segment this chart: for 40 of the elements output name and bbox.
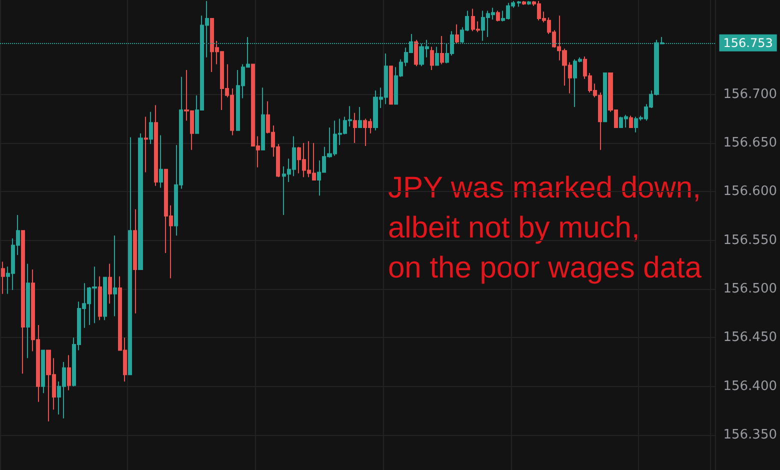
candlestick (108, 263, 112, 304)
candlestick (41, 350, 45, 394)
candlestick (435, 46, 439, 66)
candlestick (430, 46, 434, 71)
candlestick (353, 112, 357, 144)
ref-line-label: 156.753 (723, 36, 773, 50)
y-tick-label: 156.350 (723, 427, 778, 442)
candlestick (103, 276, 107, 321)
candlestick (1, 261, 5, 294)
candlestick (133, 208, 137, 314)
candlestick (138, 132, 143, 270)
candlestick (113, 234, 117, 317)
y-tick-label: 156.650 (723, 136, 778, 151)
candlestick (496, 10, 500, 22)
candlestick (603, 72, 607, 122)
candlestick (67, 354, 71, 391)
candlestick (128, 136, 132, 376)
y-tick-label: 156.500 (723, 282, 778, 297)
candlestick (389, 66, 393, 105)
candlestick (154, 104, 158, 186)
candlestick (261, 87, 265, 150)
y-tick-label: 156.450 (723, 330, 778, 346)
y-tick-label: 156.550 (723, 232, 778, 248)
y-tick-label: 156.400 (723, 378, 778, 394)
candlestick (440, 36, 444, 65)
candlestick (455, 24, 459, 44)
candlestick (522, 0, 526, 6)
candlestick (159, 134, 163, 188)
candlestick (527, 0, 531, 6)
candlestick (629, 115, 633, 128)
candlestick (144, 116, 148, 173)
candlestick (517, 0, 521, 8)
candlestick (26, 263, 30, 359)
y-tick-label: 156.700 (723, 86, 778, 102)
y-tick-label: 156.600 (723, 184, 778, 200)
candlestick (98, 276, 102, 321)
candlestick (358, 106, 362, 128)
candlestick (149, 111, 153, 145)
candlestick (21, 230, 25, 374)
candlestick (414, 39, 418, 67)
